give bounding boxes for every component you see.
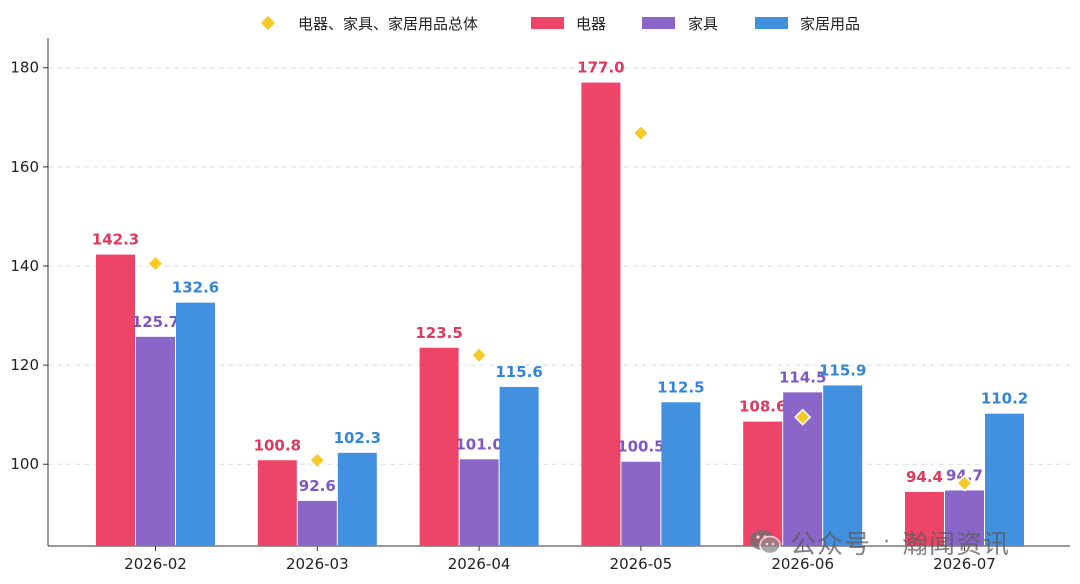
legend-swatch: [642, 17, 675, 29]
bar: [96, 254, 135, 546]
legend-label: 家具: [688, 15, 718, 33]
watermark-account-label: 公众号: [790, 529, 872, 560]
y-tick-label: 120: [10, 356, 39, 374]
total-marker: [632, 124, 650, 142]
watermark: 公众号 · 瀚闻资讯: [748, 520, 1010, 564]
watermark-separator: ·: [883, 529, 891, 555]
legend-label: 电器: [576, 15, 606, 33]
bar: [661, 402, 701, 546]
data-label: 108.6: [739, 398, 786, 416]
total-marker: [794, 408, 812, 426]
legend-marker-total: [261, 16, 275, 30]
bar: [419, 347, 459, 546]
data-label: 112.5: [657, 378, 704, 396]
x-tick-label: 2026-04: [448, 555, 511, 573]
bar: [136, 336, 175, 546]
bar: [945, 490, 984, 546]
bar: [823, 385, 863, 546]
data-label: 110.2: [981, 390, 1028, 408]
bar: [581, 82, 621, 546]
legend-swatch: [531, 17, 564, 29]
data-label: 177.0: [577, 59, 624, 77]
bar: [337, 452, 377, 546]
data-label: 101.0: [455, 435, 502, 453]
data-label: 100.8: [254, 436, 301, 454]
bar: [257, 460, 297, 546]
bar: [905, 491, 944, 546]
watermark-account-name: 瀚闻资讯: [902, 529, 1011, 560]
y-tick-label: 180: [10, 59, 39, 77]
bar: [621, 461, 661, 546]
bar: [297, 500, 337, 546]
bar: [985, 413, 1024, 546]
data-label: 100.5: [617, 438, 664, 456]
bar: [499, 386, 539, 546]
x-tick-label: 2026-02: [124, 555, 187, 573]
data-label: 132.6: [172, 279, 219, 297]
data-label: 94.4: [906, 468, 943, 486]
total-marker: [470, 346, 488, 364]
y-tick-label: 140: [10, 257, 39, 275]
legend-label: 电器、家具、家居用品总体: [298, 15, 478, 33]
bar: [459, 459, 499, 546]
y-tick-label: 100: [10, 455, 39, 473]
total-marker: [146, 254, 165, 273]
x-tick-label: 2026-03: [286, 555, 349, 573]
data-label: 92.6: [299, 477, 336, 495]
bar: [743, 421, 783, 546]
total-marker: [308, 451, 326, 469]
data-label: 115.6: [495, 363, 542, 381]
x-tick-label: 2026-06: [771, 555, 834, 573]
data-label: 102.3: [334, 429, 381, 447]
data-label: 115.9: [819, 361, 866, 379]
x-tick-label: 2026-05: [610, 555, 673, 573]
data-label: 114.5: [779, 368, 826, 386]
x-tick-label: 2026-07: [933, 555, 996, 573]
bar: [176, 302, 215, 546]
total-marker: [955, 474, 974, 492]
wechat-icon: [750, 530, 781, 555]
legend-label: 家居用品: [800, 15, 860, 33]
data-label: 142.3: [92, 231, 139, 249]
legend-swatch: [755, 17, 788, 29]
data-label: 123.5: [415, 324, 462, 342]
y-tick-label: 160: [10, 158, 39, 176]
data-label: 125.7: [132, 313, 179, 331]
